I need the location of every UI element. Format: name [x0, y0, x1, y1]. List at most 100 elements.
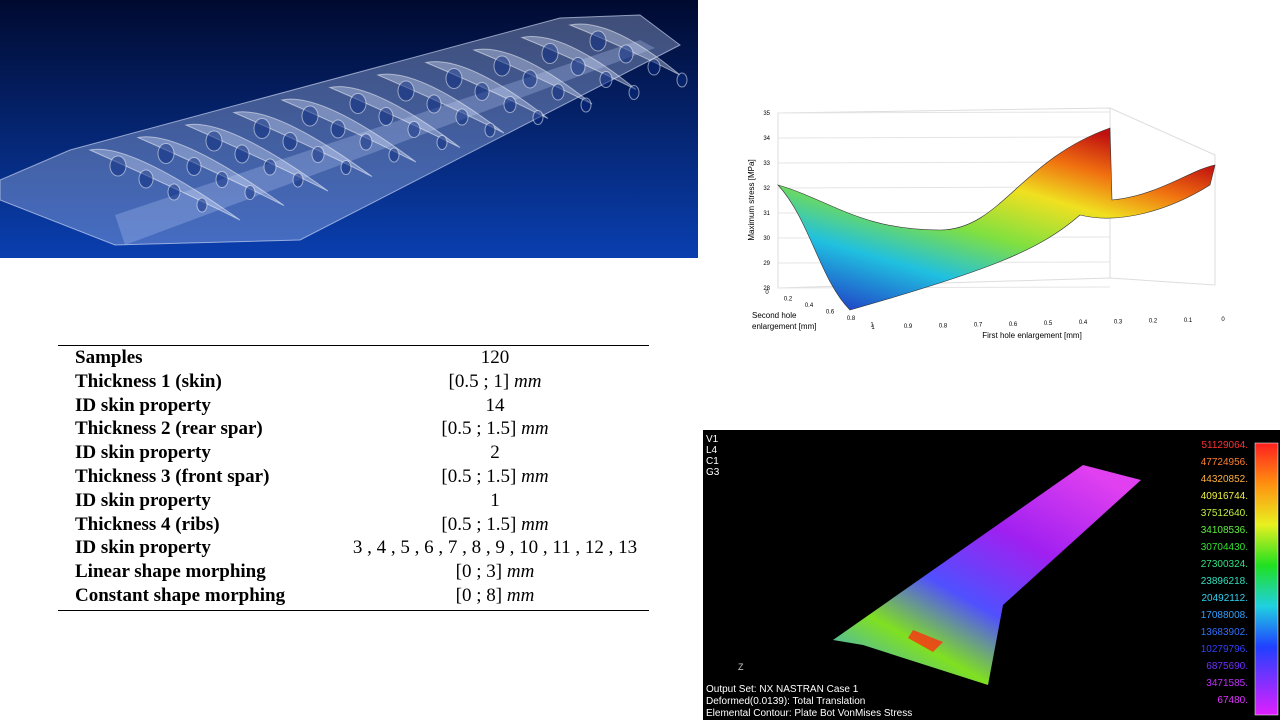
rib-hole — [455, 108, 469, 126]
rib-hole — [263, 158, 277, 176]
legend-value: 23896218. — [1201, 576, 1248, 587]
table-row: Samples 120 — [58, 346, 649, 370]
rib — [184, 123, 329, 192]
table-row: Thickness 1 (skin) [0.5 ; 1] mm — [58, 370, 649, 394]
legend-value: 37512640. — [1201, 508, 1248, 519]
rib-hole — [186, 157, 202, 176]
rib-hole — [109, 155, 127, 177]
table-row: ID skin property 14 — [58, 394, 649, 418]
y-tick-label: 0 — [765, 290, 769, 296]
rib-hole — [541, 43, 559, 64]
rib-hole — [522, 69, 538, 89]
x-tick-label: 0.4 — [1079, 320, 1088, 326]
row-value: 2 — [490, 442, 500, 464]
x-tick-label: 1 — [871, 325, 875, 331]
x-tick-label: 0.2 — [1149, 319, 1158, 325]
rib-hole — [157, 143, 175, 164]
rib-hole — [426, 94, 442, 114]
rib-hole — [397, 80, 415, 102]
legend-value: 27300324. — [1201, 559, 1248, 570]
row-unit: mm — [506, 584, 535, 606]
rib-hole — [647, 58, 661, 76]
y-tick-label: 0.4 — [805, 303, 814, 309]
row-value-cell: [0.5 ; 1.5] mm — [441, 513, 548, 537]
row-value-cell: [0 ; 3] mm — [456, 560, 535, 584]
parameter-table: Samples 120 Thickness 1 (skin) [0.5 ; 1] mm… — [58, 345, 649, 611]
row-value: 3 , 4 , 5 , 6 , 7 , 8 , 9 , 10 , 11 , 12… — [352, 537, 638, 559]
table-row: Linear shape morphing [0 ; 3] mm — [58, 560, 649, 584]
y-tick-label: 0.2 — [784, 297, 793, 303]
y-axis-label: enlargement [mm] — [752, 322, 816, 331]
z-tick-label: 32 — [763, 186, 770, 192]
rib-hole — [359, 133, 373, 151]
row-unit: mm — [521, 465, 549, 487]
rib — [232, 111, 373, 177]
table-row: Thickness 2 (rear spar) [0.5 ; 1.5] mm — [58, 417, 649, 441]
z-tick-label: 34 — [763, 136, 770, 142]
view-label: V1 — [706, 434, 719, 445]
rib-hole — [196, 197, 208, 213]
x-tick-label: 0 — [1221, 317, 1225, 323]
x-tick-label: 0.1 — [1184, 318, 1193, 324]
rib-hole — [618, 44, 634, 64]
rib-hole — [570, 57, 586, 76]
row-value: 14 — [485, 394, 505, 416]
y-tick-label: 1 — [870, 323, 874, 329]
rib-hole — [349, 93, 367, 114]
table-row: ID skin property 3 , 4 , 5 , 6 , 7 , 8 , … — [58, 536, 649, 560]
rib — [376, 73, 505, 134]
rib-hole — [138, 169, 154, 189]
row-value-cell: [0.5 ; 1] mm — [449, 370, 542, 394]
row-label: ID skin property — [75, 537, 211, 559]
row-unit: mm — [513, 370, 542, 392]
row-value-cell: 1 — [490, 489, 500, 513]
row-label: ID skin property — [75, 442, 211, 464]
x-axis-label: First hole enlargement [mm] — [982, 331, 1082, 340]
row-value: [0 ; 3] — [455, 561, 503, 583]
y-tick-label: 0.6 — [826, 310, 835, 316]
x-tick-label: 0.3 — [1114, 319, 1123, 325]
row-value-cell: 2 — [490, 441, 500, 465]
surface-plot: 35 34 33 32 31 30 29 28 1 0.9 0.8 0.7 0.6 0.5 0.4 0.3 0… — [747, 107, 1225, 340]
row-value: 120 — [480, 347, 510, 368]
rib-hole — [311, 146, 325, 163]
rib-hole — [628, 85, 640, 100]
grid-line — [777, 111, 1111, 114]
legend-value: 6875690. — [1206, 661, 1248, 672]
table-row: Constant shape morphing [0 ; 8] mm — [58, 584, 649, 608]
z-axis-label: Maximum stress [MPa] — [747, 159, 756, 240]
legend-value: 10279796. — [1201, 644, 1248, 655]
rib-hole — [493, 55, 511, 77]
legend-value: 40916744. — [1201, 491, 1248, 502]
grid-line — [777, 286, 1111, 289]
grid-line — [777, 136, 1111, 139]
legend-value: 34108536. — [1201, 525, 1248, 536]
row-value: [0.5 ; 1] — [448, 370, 510, 392]
row-unit: mm — [521, 513, 549, 535]
rib-hole — [167, 183, 181, 201]
rib-hole — [676, 72, 688, 88]
view-label: C1 — [706, 456, 719, 467]
rib-hole — [551, 83, 565, 101]
z-tick-label: 31 — [763, 211, 770, 217]
rib-hole — [253, 118, 271, 139]
row-value-cell: 3 , 4 , 5 , 6 , 7 , 8 , 9 , 10 , 11 , 12… — [353, 536, 637, 560]
row-value-cell: 120 — [481, 346, 510, 370]
row-label: Samples — [75, 347, 143, 368]
rib-hole — [340, 160, 352, 175]
view-label: L4 — [706, 445, 718, 456]
row-label: ID skin property — [75, 394, 211, 416]
legend-value: 20492112. — [1201, 593, 1248, 604]
x-tick-label: 0.7 — [974, 323, 983, 329]
axis-triad-label: Z — [738, 662, 744, 672]
footer-text: Deformed(0.0139): Total Translation — [706, 696, 865, 707]
z-tick-label: 29 — [763, 261, 770, 267]
footer-text: Output Set: NX NASTRAN Case 1 — [706, 684, 859, 695]
rib-hole — [445, 68, 463, 89]
legend-value: 30704430. — [1201, 542, 1248, 553]
rib-hole — [474, 82, 490, 101]
legend-value: 51129064. — [1201, 440, 1248, 451]
row-value: [0.5 ; 1.5] — [441, 418, 517, 440]
rib-hole — [503, 96, 517, 113]
rib-hole — [282, 132, 298, 151]
